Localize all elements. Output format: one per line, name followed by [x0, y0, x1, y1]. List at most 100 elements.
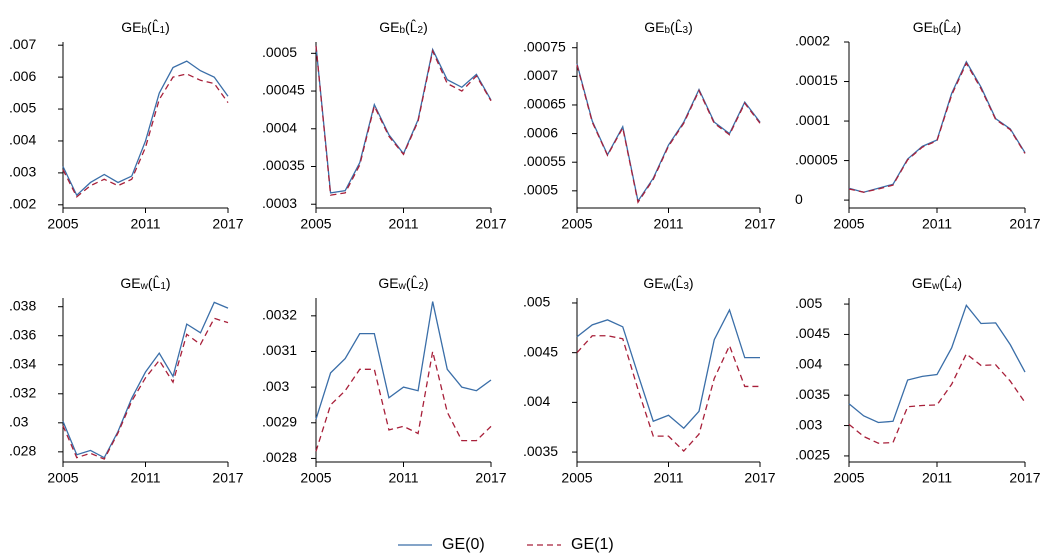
y-tick-label: .0032: [262, 307, 297, 323]
y-tick-label: .00015: [795, 72, 838, 88]
x-tick-label: 2017: [744, 470, 775, 486]
x-tick-label: 2011: [130, 470, 160, 486]
x-tick-label: 2011: [653, 216, 683, 232]
x-tick-label: 2011: [922, 470, 952, 486]
title-part: (L̂: [939, 18, 952, 34]
title-part: GE: [912, 275, 932, 291]
title-part: GE: [644, 19, 664, 35]
subplot-title: GEw(L̂2): [378, 274, 428, 292]
x-tick-label: 2005: [300, 216, 331, 232]
title-part: GE: [379, 19, 399, 35]
series-line: [62, 317, 229, 460]
x-tick-label: 2005: [47, 216, 78, 232]
series-line: [315, 351, 492, 452]
y-tick-label: .003: [9, 164, 36, 180]
y-tick-label: .0004: [262, 119, 297, 135]
y-tick-label: .032: [9, 384, 36, 400]
title-part: w: [663, 281, 672, 292]
y-tick-label: .0007: [523, 67, 558, 83]
title-part: 4: [952, 281, 958, 292]
title-part: 2: [418, 25, 424, 36]
series-line: [848, 60, 1026, 193]
title-part: GE: [121, 19, 141, 35]
y-tick-label: .0025: [795, 447, 830, 463]
y-tick-label: .03: [9, 414, 29, 430]
y-tick-label: .034: [9, 355, 36, 371]
title-part: 3: [683, 25, 689, 36]
series-line: [576, 64, 761, 204]
title-part: 1: [160, 25, 166, 36]
series-line: [848, 352, 1026, 444]
title-part: b: [933, 25, 939, 36]
title-part: w: [140, 281, 149, 292]
x-tick-label: 2005: [833, 470, 864, 486]
y-tick-label: .007: [9, 36, 36, 52]
subplot-title: GEb(L̂1): [121, 18, 169, 36]
y-tick-label: .028: [9, 443, 36, 459]
x-tick-label: 2005: [47, 470, 78, 486]
title-part: b: [664, 25, 670, 36]
x-tick-label: 2011: [388, 470, 418, 486]
x-tick-label: 2017: [475, 470, 506, 486]
y-tick-label: .002: [9, 196, 36, 212]
y-tick-label: .00045: [262, 82, 305, 98]
series-line: [576, 335, 760, 453]
title-part: w: [398, 281, 407, 292]
x-tick-label: 2005: [561, 470, 592, 486]
x-tick-label: 2017: [475, 216, 506, 232]
x-tick-label: 2017: [1009, 470, 1040, 486]
x-tick-label: 2017: [212, 216, 243, 232]
y-tick-label: .004: [9, 132, 36, 148]
y-tick-label: .0035: [795, 386, 830, 402]
y-tick-label: .0045: [523, 343, 558, 359]
title-part: GE: [913, 19, 933, 35]
subplot-title: GEb(L̂3): [644, 18, 692, 36]
y-tick-label: .005: [9, 100, 36, 116]
title-part: 3: [683, 281, 689, 292]
y-tick-label: .0006: [523, 124, 558, 140]
y-tick-label: .003: [795, 416, 822, 432]
title-part: GE: [120, 275, 140, 291]
title-part: ): [689, 275, 694, 291]
y-tick-label: 0: [795, 191, 803, 207]
y-tick-label: .0029: [262, 413, 297, 429]
title-part: ): [424, 275, 429, 291]
y-tick-label: .0035: [523, 443, 558, 459]
subplot-title: GEb(L̂2): [379, 18, 427, 36]
series-line: [576, 63, 761, 203]
y-tick-label: .00055: [523, 153, 566, 169]
title-part: (L̂: [148, 274, 161, 290]
y-tick-label: .038: [9, 297, 36, 313]
x-tick-label: 2017: [1009, 216, 1040, 232]
title-part: ): [957, 275, 962, 291]
y-tick-label: .005: [523, 294, 550, 310]
series-line: [62, 60, 229, 197]
y-tick-label: .0001: [795, 112, 830, 128]
subplot-title: GEw(L̂4): [912, 274, 962, 292]
x-tick-label: 2011: [388, 216, 418, 232]
series-line: [315, 301, 492, 420]
title-part: ): [957, 19, 962, 35]
title-part: w: [931, 281, 940, 292]
series-line: [62, 73, 229, 198]
subplot-title: GEb(L̂4): [913, 18, 961, 36]
subplot-title: GEw(L̂1): [120, 274, 170, 292]
x-tick-label: 2011: [922, 216, 952, 232]
y-tick-label: .00075: [523, 38, 566, 54]
title-part: (L̂: [671, 274, 684, 290]
subplot-title: GEw(L̂3): [643, 274, 693, 292]
y-tick-label: .00065: [523, 96, 566, 112]
title-part: (L̂: [147, 18, 160, 34]
title-part: (L̂: [405, 18, 418, 34]
y-tick-label: .0028: [262, 449, 297, 465]
x-tick-label: 2017: [744, 216, 775, 232]
title-part: b: [141, 25, 147, 36]
series-line: [62, 301, 229, 459]
y-tick-label: .006: [9, 68, 36, 84]
title-part: ): [423, 19, 428, 35]
title-part: (L̂: [406, 274, 419, 290]
title-part: GE: [378, 275, 398, 291]
x-tick-label: 2005: [833, 216, 864, 232]
y-tick-label: .0005: [523, 182, 558, 198]
series-line: [848, 303, 1026, 424]
